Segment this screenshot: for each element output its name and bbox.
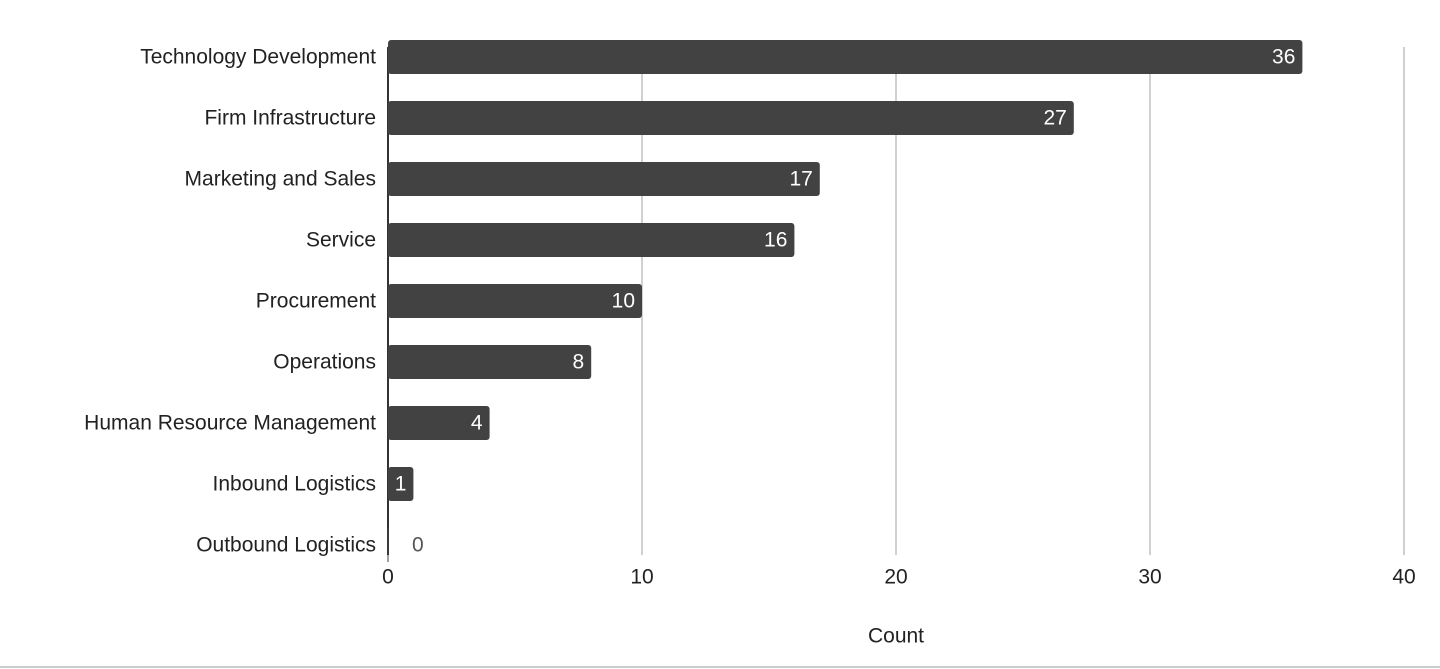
bar: [388, 223, 795, 257]
bar: [388, 467, 414, 501]
y-tick-label: Operations: [273, 351, 376, 374]
value-label: 17: [789, 168, 812, 191]
x-tick-label: 0: [382, 566, 394, 589]
y-tick-label: Inbound Logistics: [213, 473, 376, 496]
value-label: 4: [471, 412, 483, 435]
value-label: 0: [412, 534, 424, 557]
y-tick-label: Human Resource Management: [84, 412, 376, 435]
y-tick-label: Technology Development: [140, 46, 376, 69]
x-tick-label: 20: [884, 566, 907, 589]
y-tick-label: Outbound Logistics: [196, 534, 376, 557]
x-axis-title: Count: [868, 625, 924, 648]
y-tick-label: Service: [306, 229, 376, 252]
y-tick-label: Firm Infrastructure: [204, 107, 376, 130]
x-tick-label: 40: [1392, 566, 1415, 589]
value-label: 27: [1043, 107, 1066, 130]
value-label: 36: [1272, 46, 1295, 69]
value-label: 16: [764, 229, 787, 252]
bar: [388, 162, 820, 196]
y-tick-label: Marketing and Sales: [185, 168, 376, 191]
bar: [388, 40, 1303, 74]
bar: [388, 101, 1074, 135]
x-tick-label: 30: [1138, 566, 1161, 589]
value-label: 10: [612, 290, 635, 313]
y-tick-label: Procurement: [256, 290, 376, 313]
bar: [388, 284, 642, 318]
value-label: 8: [573, 351, 585, 374]
x-tick-label: 10: [630, 566, 653, 589]
bar: [388, 345, 592, 379]
value-label: 1: [395, 473, 407, 496]
bar: [388, 406, 490, 440]
